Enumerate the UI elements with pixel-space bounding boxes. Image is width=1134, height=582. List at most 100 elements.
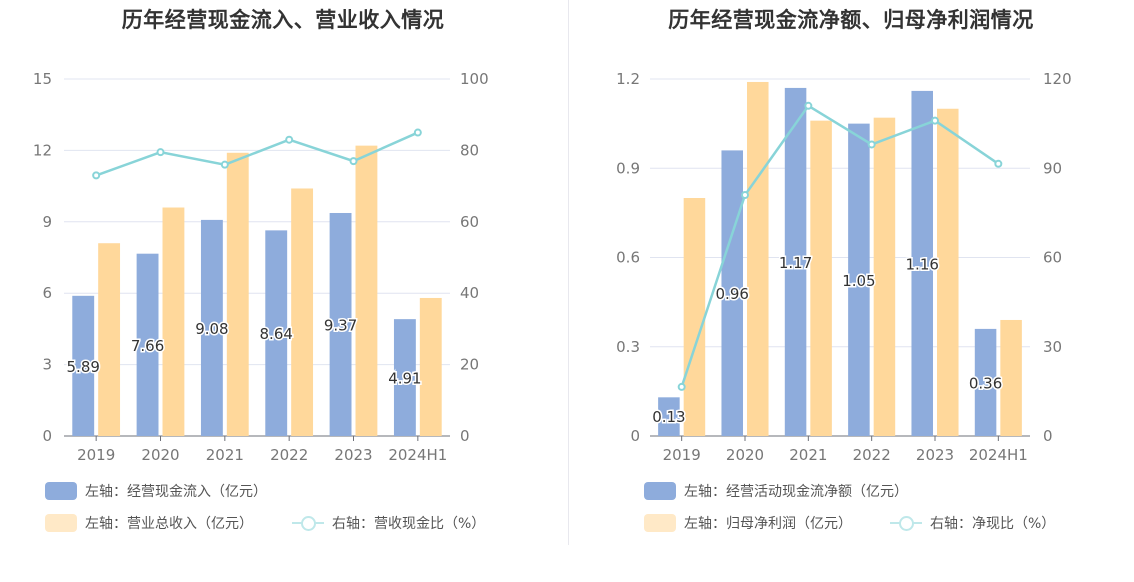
legend-label: 左轴：归母净利润（亿元） [684, 516, 852, 532]
line-point[interactable] [931, 116, 939, 125]
legend-item-line[interactable]: 右轴：营收现金比（%） [292, 513, 485, 533]
bar-primary[interactable] [658, 397, 680, 436]
bar-primary[interactable] [911, 90, 933, 437]
bar-data-label: 9.08 [195, 320, 228, 338]
legend-swatch [292, 514, 324, 532]
legend-item-bar-secondary[interactable]: 左轴：营业总收入（亿元） [45, 513, 253, 533]
bar-data-label: 8.64 [260, 325, 293, 343]
bar-primary[interactable] [848, 123, 870, 436]
bar-secondary[interactable] [98, 243, 121, 436]
legend-swatch [644, 514, 676, 532]
left-axis-tick-label: 15 [33, 70, 52, 88]
bar-data-label: 7.66 [131, 337, 164, 355]
bar-primary[interactable] [136, 253, 159, 436]
chart-title: 历年经营现金流净额、归母净利润情况 [668, 8, 1034, 32]
x-axis-tick-label: 2021 [206, 446, 244, 464]
right-axis-tick-label: 120 [1043, 70, 1072, 88]
x-axis-tick-label: 2022 [270, 446, 308, 464]
x-axis-tick-label: 2022 [853, 446, 891, 464]
bar-data-label: 9.37 [324, 316, 357, 334]
line-point[interactable] [349, 157, 358, 166]
right-axis-tick-label: 0 [460, 427, 470, 445]
x-axis-tick-label: 2024H1 [969, 446, 1028, 464]
x-axis-tick-label: 2020 [141, 446, 179, 464]
bar-data-label: 1.17 [779, 254, 812, 272]
left-axis-tick-label: 0.3 [616, 338, 640, 356]
line-point[interactable] [994, 159, 1003, 168]
chart-panel-netcash-profit: 历年经营现金流净额、归母净利润情况 0 0.3 0.6 0.9 1.2 0 30 60 90 12… [568, 0, 1134, 582]
bar-secondary[interactable] [226, 152, 249, 436]
bar-secondary[interactable] [683, 198, 706, 436]
right-axis-tick-label: 100 [460, 70, 489, 88]
right-axis-tick-label: 20 [460, 356, 479, 374]
right-axis-tick-label: 80 [460, 141, 479, 159]
legend-item-bar-primary[interactable]: 左轴：经营活动现金流净额（亿元） [644, 481, 908, 501]
legend-swatch [45, 482, 77, 500]
bar-secondary[interactable] [162, 207, 185, 436]
bar-primary[interactable] [72, 295, 95, 436]
bar-secondary[interactable] [1000, 319, 1022, 436]
x-axis-tick-label: 2020 [726, 446, 764, 464]
line-point[interactable] [741, 191, 749, 200]
left-axis-tick-label: 9 [42, 213, 52, 231]
bar-data-label: 4.91 [388, 370, 421, 388]
bar-secondary[interactable] [873, 117, 896, 437]
line-series [95, 131, 419, 177]
line-point[interactable] [92, 171, 101, 180]
left-axis-tick-label: 0 [630, 427, 640, 445]
bar-primary[interactable] [393, 319, 416, 436]
legend-item-bar-secondary[interactable]: 左轴：归母净利润（亿元） [644, 513, 852, 533]
x-axis-tick-label: 2023 [334, 446, 372, 464]
x-axis-tick-label: 2023 [916, 446, 954, 464]
legend-item-bar-primary[interactable]: 左轴：经营现金流入（亿元） [45, 481, 267, 501]
x-axis-tick-label: 2024H1 [388, 446, 447, 464]
bar-primary[interactable] [784, 87, 807, 437]
bar-data-label: 5.89 [67, 358, 100, 376]
line-series [680, 104, 1000, 388]
bar-data-label: 0.36 [969, 374, 1002, 392]
chart-plot-area: 0 3 6 9 12 15 0 20 40 60 80 100 2019 2020 2021 2022 2023… [33, 70, 489, 464]
line-point[interactable] [285, 135, 294, 144]
bar-primary[interactable] [265, 230, 288, 436]
bar-primary[interactable] [974, 328, 997, 436]
legend-swatch [644, 482, 676, 500]
bar-secondary[interactable] [419, 297, 442, 436]
line-point[interactable] [677, 382, 686, 391]
bar-data-label: 1.05 [842, 272, 875, 290]
left-axis-tick-label: 0.9 [616, 159, 640, 177]
left-axis-tick-label: 6 [42, 284, 52, 302]
legend-label: 左轴：营业总收入（亿元） [85, 516, 253, 532]
bar-secondary[interactable] [810, 120, 832, 437]
line-point[interactable] [413, 128, 422, 137]
legend-swatch [45, 514, 77, 532]
left-axis-tick-label: 0.6 [616, 249, 640, 267]
line-point[interactable] [156, 148, 165, 157]
legend-item-line[interactable]: 右轴：净现比（%） [890, 513, 1055, 533]
bar-secondary[interactable] [291, 188, 314, 436]
panel-divider [568, 0, 569, 545]
bar-data-label: 0.13 [652, 408, 685, 426]
bar-primary[interactable] [200, 219, 223, 436]
chart-plot-area: 0 0.3 0.6 0.9 1.2 0 30 60 90 120 2019 2020 2021 2022 2… [616, 70, 1072, 464]
line-point[interactable] [804, 101, 813, 110]
line-point[interactable] [867, 140, 876, 149]
bar-data-label: 0.96 [716, 285, 749, 303]
legend-label: 左轴：经营现金流入（亿元） [85, 484, 267, 500]
x-axis-tick-label: 2019 [77, 446, 115, 464]
bar-secondary[interactable] [747, 81, 769, 436]
right-axis-tick-label: 0 [1043, 427, 1053, 445]
bar-secondary[interactable] [937, 108, 959, 436]
right-axis-tick-label: 40 [460, 284, 479, 302]
left-axis-tick-label: 3 [42, 356, 52, 374]
bar-primary[interactable] [329, 212, 352, 436]
bar-primary[interactable] [721, 150, 743, 436]
chart-title: 历年经营现金流入、营业收入情况 [121, 8, 445, 32]
chart-panel-cashflow-revenue: 历年经营现金流入、营业收入情况 0 3 6 9 12 15 0 20 40 60 80 100 2019… [0, 0, 566, 582]
legend-swatch [890, 514, 922, 532]
bar-secondary[interactable] [355, 145, 378, 436]
x-axis-tick-label: 2019 [663, 446, 701, 464]
right-axis-tick-label: 90 [1043, 159, 1062, 177]
right-axis-tick-label: 60 [460, 213, 479, 231]
line-point[interactable] [220, 160, 229, 169]
right-axis-tick-label: 30 [1043, 338, 1062, 356]
